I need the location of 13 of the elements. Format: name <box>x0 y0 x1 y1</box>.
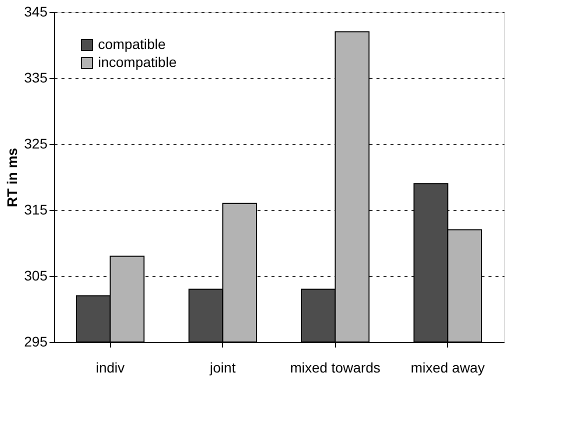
x-tick-label: mixed towards <box>290 360 380 376</box>
legend-label: compatible <box>98 36 166 52</box>
y-tick-label: 345 <box>24 4 48 20</box>
y-tick-label: 315 <box>24 202 48 218</box>
y-tick-label: 325 <box>24 136 48 152</box>
y-tick-label: 335 <box>24 70 48 86</box>
y-axis-title: RT in ms <box>4 148 20 208</box>
x-tick-label: indiv <box>96 360 125 376</box>
x-tick-label: mixed away <box>410 360 485 376</box>
y-tick-label: 295 <box>24 334 48 350</box>
x-tick-label: joint <box>208 360 236 376</box>
y-tick-label: 305 <box>24 268 48 284</box>
legend-label: incompatible <box>98 54 177 70</box>
